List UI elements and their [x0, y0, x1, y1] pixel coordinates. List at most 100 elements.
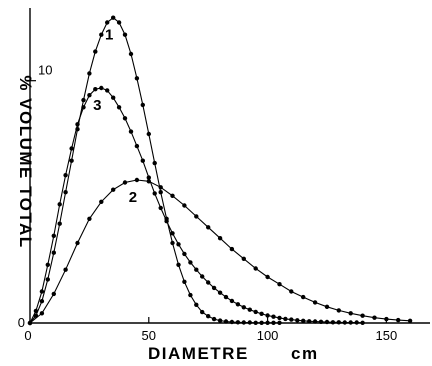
data-point [372, 315, 377, 320]
data-point [170, 231, 175, 236]
data-point [194, 267, 199, 272]
data-point [217, 236, 223, 241]
x-tick-label: 50 [142, 328, 156, 343]
data-point [93, 87, 98, 92]
data-point [396, 317, 401, 323]
data-point [170, 240, 175, 246]
data-point [265, 274, 270, 280]
data-point [324, 304, 330, 309]
data-point [206, 314, 211, 319]
data-point [194, 302, 199, 307]
series-2 [27, 177, 413, 326]
data-point [200, 309, 205, 315]
data-point [51, 233, 56, 238]
data-point [301, 294, 306, 300]
data-point [229, 246, 235, 252]
data-point [307, 319, 312, 324]
data-point [336, 320, 341, 325]
data-point [69, 158, 74, 163]
data-point [27, 320, 33, 326]
data-point [51, 250, 56, 255]
data-point [158, 190, 163, 195]
data-point [45, 262, 50, 267]
data-point [289, 289, 294, 294]
data-point [206, 280, 211, 285]
data-point [200, 274, 205, 279]
series-3 [27, 85, 365, 326]
data-point [253, 320, 258, 325]
data-point [247, 320, 252, 325]
data-point [223, 319, 229, 324]
data-point [188, 292, 193, 298]
data-point [295, 318, 300, 323]
data-point [301, 318, 306, 323]
data-point [407, 318, 413, 323]
series-line [29, 16, 280, 324]
data-point [211, 316, 217, 322]
data-point [122, 32, 128, 37]
data-point [63, 190, 68, 195]
data-point [134, 143, 140, 149]
data-point [152, 160, 157, 166]
x-tick-label: 0 [24, 328, 31, 343]
data-point [81, 105, 86, 110]
data-point [277, 315, 282, 321]
data-point [111, 95, 116, 100]
data-point [99, 85, 104, 91]
data-point [105, 88, 110, 93]
data-point [188, 260, 193, 265]
data-point [39, 289, 45, 294]
data-point [324, 319, 330, 325]
data-point [312, 300, 318, 305]
data-point [105, 20, 110, 25]
x-tick-label: 150 [376, 328, 398, 343]
data-point [176, 242, 181, 247]
data-point [176, 262, 181, 267]
data-point [93, 49, 98, 54]
data-point [182, 251, 187, 257]
data-point [247, 307, 252, 312]
data-point [241, 305, 246, 310]
data-point [63, 173, 68, 178]
data-point [348, 311, 353, 316]
data-point [384, 316, 389, 322]
data-point [182, 279, 187, 284]
data-point [69, 146, 74, 151]
data-point [63, 267, 68, 272]
data-point [146, 131, 151, 137]
data-point [158, 185, 163, 190]
data-point [128, 51, 134, 57]
data-point [122, 116, 128, 121]
x-tick-label: 100 [257, 328, 279, 343]
data-point [241, 256, 246, 261]
data-point [211, 285, 217, 291]
data-point [39, 311, 45, 316]
data-point [111, 187, 116, 192]
axes [29, 8, 430, 324]
data-point [99, 199, 104, 204]
data-point [241, 320, 246, 325]
data-point [265, 313, 270, 318]
x-axis-label: DIAMETRE [148, 344, 249, 363]
data-point [330, 320, 336, 325]
series-line [29, 179, 411, 324]
data-point [116, 20, 122, 25]
curve-label: 2 [129, 189, 137, 206]
data-point [87, 93, 92, 98]
y-tick-label: 0 [18, 315, 25, 330]
data-point [128, 129, 134, 134]
data-point [253, 309, 258, 315]
data-point [271, 320, 276, 325]
data-point [134, 177, 140, 183]
data-point [229, 298, 235, 304]
data-point [140, 158, 145, 163]
data-point [259, 311, 264, 316]
data-point [164, 219, 169, 224]
data-point [217, 290, 223, 295]
data-point [318, 319, 324, 324]
data-point [75, 240, 80, 246]
data-point [45, 277, 50, 282]
data-point [116, 105, 122, 110]
curve-label: 1 [105, 27, 113, 44]
